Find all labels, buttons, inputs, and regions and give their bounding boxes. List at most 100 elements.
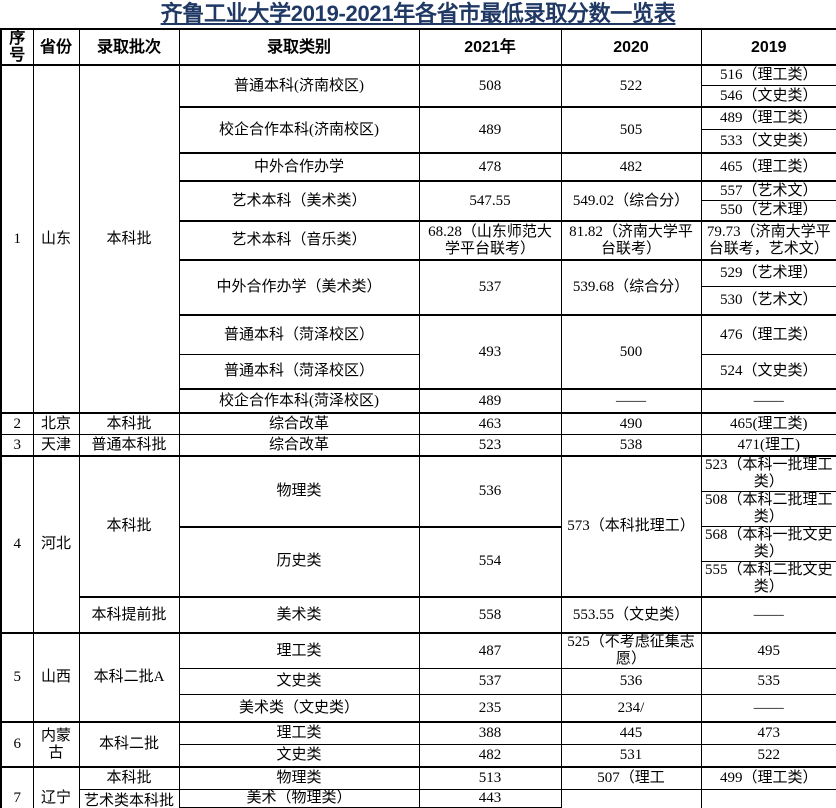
title-bar: 齐鲁工业大学2019-2021年各省市最低录取分数一览表 [0,0,836,28]
cell-2019: 533（文史类） [700,129,836,154]
cell-category: 文史类 [178,668,420,695]
table-row: 6 内蒙古 本科二批 理工类 388 445 473 [0,721,836,768]
cell-batch: 艺术类本科批第一阶段 [78,789,180,808]
cell-2021: 537 [418,668,562,695]
cell-batch: 本科二批A [78,632,180,723]
table-row: 中外合作办学（美术类） 537 539.68（综合分） 529（艺术理） [1,259,836,316]
table-row: 546（文史类） [1,85,836,108]
table-row: 校企合作本科(济南校区) 489 505 489（理工类） [1,106,836,154]
cell-2019: 535 [700,668,836,695]
table-row: 533（文史类） [1,129,836,154]
cell-province: 河北 [32,455,80,634]
cell-2020: 525（不考虑征集志愿） [560,632,702,669]
cell-2019: 522 [700,744,836,768]
cell-2021: 235 [418,694,562,723]
cell-2019: 465(理工类) [700,412,836,435]
cell-2019: 495 [700,632,836,669]
cell-2019: 471(理工) [700,434,836,457]
cell-2020: 536 [560,668,702,695]
admission-scores-table: 序号 省份 录取批次 录取类别 2021年 2020 2019 1 山东 本科批… [0,28,836,808]
cell-category: 普通本科（菏泽校区） [178,354,420,390]
table-row: 艺术本科（音乐类） 68.28（山东师范大学平台联考） 81.82（济南大学平台… [1,220,836,261]
table-row: 中外合作办学 478 482 465（理工类） [1,152,836,182]
cell-2019: 524（文史类） [700,354,836,390]
cell-batch: 本科批 [78,455,180,598]
cell-2021: 558 [418,596,562,634]
cell-index: 5 [0,632,34,723]
cell-category: 中外合作办学 [178,152,420,182]
cell-2021: 463 [418,412,562,435]
cell-2019: 546（文史类） [700,85,836,108]
cell-2019: 550（艺术理） [700,200,836,222]
cell-2021: 513 [418,766,562,790]
cell-province: 辽宁 [32,766,80,808]
cell-2020: 573（本科批理工） [560,455,702,598]
table-row: 5 山西 本科二批A 理工类 487 525（不考虑征集志愿） 495 [0,632,836,723]
cell-2019: 557（艺术文） [700,180,836,201]
cell-province: 天津 [32,434,80,457]
cell-index: 3 [0,434,34,457]
cell-2021: 489 [418,106,562,154]
cell-2021: 489 [418,388,562,414]
table-row: 艺术本科（美术类） 547.55 549.02（综合分） 557（艺术文） [1,180,836,222]
cell-batch: 本科批 [78,64,180,414]
table-row: 历史类 554 568（本科一批文史类） [1,525,836,598]
cell-2020: 549.02（综合分） [560,180,702,222]
cell-category: 综合改革 [178,412,420,435]
cell-index: 7 [0,766,34,808]
cell-2020: 505 [560,106,702,154]
cell-2019: 473 [700,721,836,745]
cell-category: 历史类 [178,525,420,598]
cell-category: 理工类 [178,721,420,745]
cell-2021: 508 [418,64,562,108]
cell-2020: 553.55（文史类） [560,596,702,634]
cell-2019: 568（本科一批文史类） [700,526,836,562]
table-row: 艺术类本科批第一阶段 美术（物理类） 443 —— —— [1,789,836,808]
col-header-2019: 2019 [700,28,836,66]
cell-2019: 79.73（济南大学平台联考，艺术文） [700,220,836,261]
cell-index: 1 [0,64,34,414]
cell-category: 艺术本科（美术类） [178,180,420,222]
cell-province: 山西 [32,632,80,723]
table-row: 550（艺术理） [1,200,836,222]
cell-2019: —— [700,789,836,808]
cell-2019: —— [700,388,836,414]
cell-2019: —— [700,596,836,634]
cell-batch: 本科提前批 [78,596,180,634]
table-row: 普通本科（菏泽校区） 493 500 476（理工类） [1,314,836,390]
cell-2019: 489（理工类） [700,106,836,130]
table-row: 1 山东 本科批 普通本科(济南校区) 508 522 516（理工类） [0,64,836,414]
cell-category: 美术类（文史类） [178,694,420,723]
cell-category: 综合改革 [178,434,420,457]
cell-2021: 536 [418,455,562,527]
cell-batch: 普通本科批 [78,434,180,457]
cell-2021: 482 [418,744,562,768]
cell-2020: 490 [560,412,702,435]
cell-2020: 507（理工 [560,766,702,790]
cell-2019: 555（本科二批文史类） [700,561,836,598]
cell-province: 内蒙古 [32,721,80,768]
col-header-category: 录取类别 [178,28,420,66]
cell-province: 北京 [32,412,80,435]
cell-category: 物理类 [178,766,420,790]
cell-index: 2 [0,412,34,435]
table-header-row: 序号 省份 录取批次 录取类别 2021年 2020 2019 [0,28,836,66]
table-row: 文史类 537 536 535 [1,668,836,695]
cell-category: 普通本科（菏泽校区） [178,314,420,355]
cell-category: 艺术本科（音乐类） [178,220,420,261]
col-header-province: 省份 [32,28,80,66]
cell-2021: 537 [418,259,562,316]
cell-2021: 547.55 [418,180,562,222]
cell-2019: 499（理工类） [700,766,836,790]
cell-2021: 68.28（山东师范大学平台联考） [418,220,562,261]
cell-2021: 487 [418,632,562,669]
cell-category: 美术类 [178,596,420,634]
cell-2020: 500 [560,314,702,390]
cell-2020: 538 [560,434,702,457]
cell-2019: 530（艺术文） [700,286,836,316]
col-header-2021: 2021年 [418,28,562,66]
table-row: 555（本科二批文史类） [1,561,836,598]
cell-2021: 443 [418,789,562,808]
col-header-index: 序号 [0,28,34,66]
col-header-batch: 录取批次 [78,28,180,66]
